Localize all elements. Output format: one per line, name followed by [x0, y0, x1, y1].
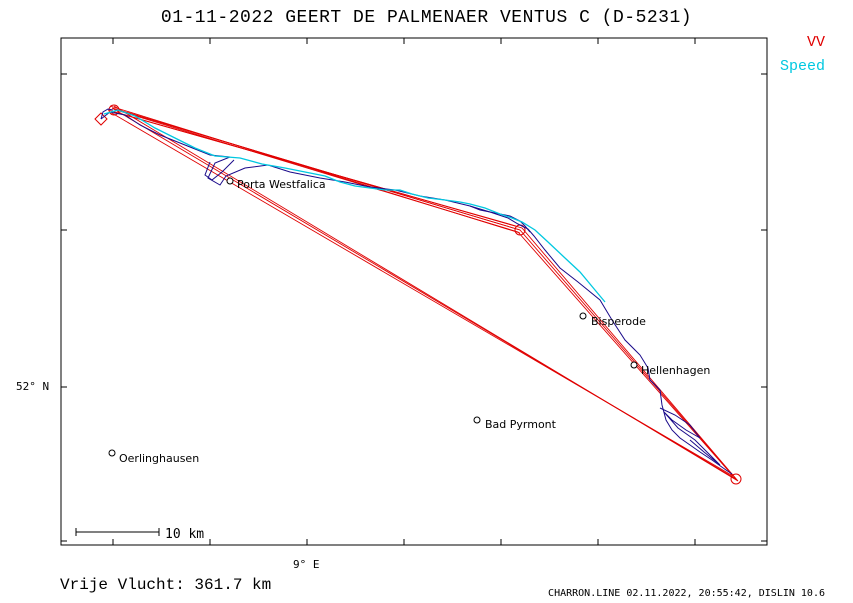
- speed-track: [103, 109, 606, 303]
- place-hellenhagen: Hellenhagen: [630, 361, 710, 377]
- place-bisperode: Bisperode: [579, 312, 646, 328]
- place-marker-icon: [579, 312, 587, 320]
- scale-bar: [75, 528, 160, 536]
- x-axis-label: 9° E: [293, 558, 320, 571]
- place-marker-icon: [226, 177, 234, 185]
- y-axis-label: 52° N: [16, 380, 50, 393]
- place-marker-icon: [473, 416, 481, 424]
- scale-bar-label: 10 km: [165, 527, 204, 542]
- place-label: Bisperode: [591, 315, 646, 328]
- flight-track: [100, 108, 733, 475]
- place-bad-pyrmont: Bad Pyrmont: [473, 416, 557, 431]
- place-oerlinghausen: Oerlinghausen: [108, 449, 199, 465]
- place-marker-icon: [630, 361, 638, 369]
- place-porta-westfalica: Porta Westfalica: [226, 177, 326, 191]
- task-legs: [107, 105, 739, 482]
- y-ticks: [61, 73, 767, 542]
- x-ticks: [112, 38, 696, 545]
- place-label: Hellenhagen: [641, 364, 710, 377]
- place-label: Oerlinghausen: [119, 452, 199, 465]
- map-title: 01-11-2022 GEERT DE PALMENAER VENTUS C (…: [160, 8, 693, 28]
- map-frame: [60, 37, 768, 546]
- distance-summary: Vrije Vlucht: 361.7 km: [60, 576, 272, 594]
- place-label: Bad Pyrmont: [485, 418, 557, 431]
- place-marker-icon: [108, 449, 116, 457]
- turnpoint-3: [730, 473, 742, 485]
- legend-speed: Speed: [779, 58, 825, 75]
- footer-info: CHARRON.LINE 02.11.2022, 20:55:42, DISLI…: [548, 588, 825, 599]
- start-marker: [94, 112, 108, 126]
- place-label: Porta Westfalica: [237, 178, 326, 191]
- legend-vv: VV: [806, 34, 825, 51]
